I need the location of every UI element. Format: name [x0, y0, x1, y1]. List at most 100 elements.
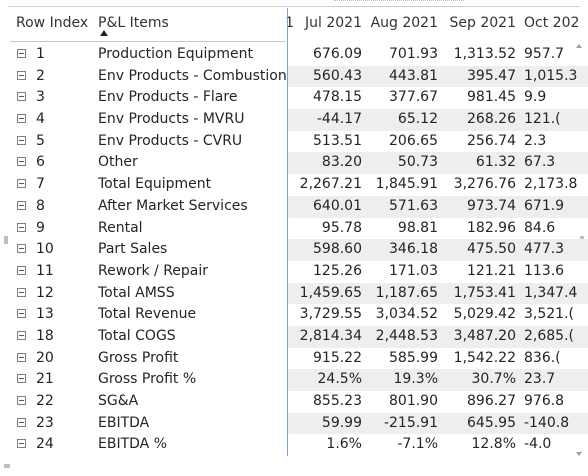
table-row[interactable]: 20 Gross Profit 915.22 585.99 1,542.22 836.(: [0, 348, 588, 370]
collapse-minus-icon[interactable]: [17, 244, 26, 254]
sort-ascending-icon[interactable]: [100, 30, 108, 36]
collapse-minus-icon[interactable]: [17, 417, 26, 427]
cell-jul-2021: 95.78: [321, 219, 362, 236]
cell-sep-2021: 645.95: [467, 414, 516, 431]
collapse-minus-icon[interactable]: [17, 114, 26, 124]
table-row[interactable]: 23 EBITDA 59.99 -215.91 645.95 -140.8: [0, 412, 588, 435]
cell-row-index: 21: [36, 371, 54, 388]
cell-row-index: 18: [36, 327, 54, 344]
cell-row-index: 2: [36, 67, 45, 84]
header-pl-items[interactable]: P&L Items: [98, 15, 169, 31]
cell-aug-2021: 346.18: [389, 241, 438, 258]
cell-aug-2021: 3,034.52: [375, 306, 438, 323]
table-row[interactable]: 6 Other 83.20 50.73 61.32 67.3: [0, 152, 588, 175]
collapse-minus-icon[interactable]: [17, 287, 26, 297]
cell-sep-2021: 12.8%: [471, 436, 516, 453]
cell-oct-2021: -4.0: [524, 436, 552, 453]
table-row[interactable]: 22 SG&A 855.23 801.90 896.27 976.8: [0, 391, 588, 413]
row-band: [288, 412, 588, 435]
header-oct-2021[interactable]: Oct 202: [524, 15, 580, 31]
cell-sep-2021: 5,029.42: [453, 306, 516, 323]
cell-aug-2021: 50.73: [397, 154, 438, 171]
cell-row-index: 11: [36, 262, 54, 279]
vertical-scrollbar[interactable]: [576, 44, 582, 456]
cell-jul-2021: 3,729.55: [299, 306, 362, 323]
cell-pl-item: Rental: [98, 219, 143, 236]
cell-oct-2021: 84.6: [524, 219, 556, 236]
header-sep-2021[interactable]: Sep 2021: [449, 15, 516, 31]
cell-jul-2021: 59.99: [321, 414, 362, 431]
cell-row-index: 13: [36, 306, 54, 323]
cell-jul-2021: 125.26: [313, 262, 362, 279]
cell-aug-2021: 1,845.91: [375, 176, 438, 193]
collapse-minus-icon[interactable]: [17, 49, 26, 58]
table-row[interactable]: 3 Env Products - Flare 478.15 377.67 981.45 9…: [0, 87, 588, 109]
collapse-minus-icon[interactable]: [17, 265, 26, 275]
table-row[interactable]: 2 Env Products - Combustion 560.43 443.81 39…: [0, 65, 588, 88]
cell-row-index: 7: [36, 176, 45, 193]
collapse-minus-icon[interactable]: [17, 179, 26, 189]
cell-aug-2021: 801.90: [389, 393, 438, 409]
table-row[interactable]: 10 Part Sales 598.60 346.18 475.50 477.3: [0, 239, 588, 261]
collapse-minus-icon[interactable]: [17, 330, 26, 340]
collapse-minus-icon[interactable]: [17, 222, 26, 232]
cell-pl-item: Total Equipment: [98, 176, 212, 193]
resize-handle-bottom-left[interactable]: [4, 464, 10, 468]
scroll-down-icon[interactable]: [576, 452, 582, 456]
collapse-minus-icon[interactable]: [17, 396, 26, 405]
resize-handle-left[interactable]: [4, 236, 8, 244]
cell-aug-2021: -215.91: [383, 414, 438, 431]
collapse-minus-icon[interactable]: [17, 157, 26, 167]
table-row[interactable]: 13 Total Revenue 3,729.55 3,034.52 5,029.42 3…: [0, 304, 588, 326]
cell-sep-2021: 256.74: [467, 132, 516, 149]
cell-oct-2021: 121.(: [524, 111, 561, 128]
cell-pl-item: After Market Services: [98, 197, 248, 214]
table-row[interactable]: 1 Production Equipment 676.09 701.93 1,313.5…: [0, 44, 588, 66]
table-row[interactable]: 4 Env Products - MVRU -44.17 65.12 268.26 121…: [0, 109, 588, 131]
cell-row-index: 12: [36, 284, 54, 301]
table-row[interactable]: 8 After Market Services 640.01 571.63 973.74…: [0, 195, 588, 218]
table-row[interactable]: 24 EBITDA % 1.6% -7.1% 12.8% -4.0: [0, 434, 588, 456]
header-previous-month-partial[interactable]: 1: [285, 15, 294, 31]
cell-oct-2021: 2.3: [524, 132, 547, 149]
cell-oct-2021: 836.(: [524, 349, 561, 366]
visual-drag-grip[interactable]: [334, 0, 464, 4]
collapse-minus-icon[interactable]: [17, 92, 26, 102]
collapse-minus-icon[interactable]: [17, 352, 26, 362]
cell-jul-2021: 560.43: [313, 67, 362, 84]
collapse-minus-icon[interactable]: [17, 439, 26, 449]
cell-aug-2021: 443.81: [389, 67, 438, 84]
cell-aug-2021: 19.3%: [393, 371, 438, 388]
collapse-minus-icon[interactable]: [17, 135, 26, 145]
header-aug-2021[interactable]: Aug 2021: [370, 15, 438, 31]
cell-sep-2021: 1,753.41: [453, 284, 516, 301]
cell-jul-2021: -44.17: [316, 111, 362, 128]
collapse-minus-icon[interactable]: [17, 309, 26, 319]
table-row[interactable]: 7 Total Equipment 2,267.21 1,845.91 3,276.76…: [0, 174, 588, 196]
scroll-up-icon[interactable]: [576, 44, 582, 48]
cell-row-index: 22: [36, 393, 54, 409]
table-row[interactable]: 9 Rental 95.78 98.81 182.96 84.6: [0, 218, 588, 240]
cell-oct-2021: 9.9: [524, 89, 547, 106]
cell-sep-2021: 61.32: [475, 154, 516, 171]
table-row[interactable]: 18 Total COGS 2,814.34 2,448.53 3,487.20 2,68…: [0, 325, 588, 348]
frozen-column-divider: [287, 8, 288, 456]
cell-oct-2021: 1,015.3: [524, 67, 578, 84]
table-row[interactable]: 11 Rework / Repair 125.26 171.03 121.21 113.6: [0, 261, 588, 283]
cell-pl-item: Gross Profit %: [98, 371, 197, 388]
collapse-minus-icon[interactable]: [17, 70, 26, 80]
header-jul-2021[interactable]: Jul 2021: [305, 15, 362, 31]
collapse-minus-icon[interactable]: [17, 374, 26, 384]
cell-oct-2021: 113.6: [524, 262, 565, 279]
collapse-minus-icon[interactable]: [17, 200, 26, 210]
row-band: [288, 282, 588, 305]
cell-aug-2021: 701.93: [389, 46, 438, 62]
table-row[interactable]: 12 Total AMSS 1,459.65 1,187.65 1,753.41 1,34…: [0, 282, 588, 305]
table-row[interactable]: 5 Env Products - CVRU 513.51 206.65 256.74 2.…: [0, 131, 588, 153]
table-body: 1 Production Equipment 676.09 701.93 1,313.5…: [0, 44, 588, 456]
cell-oct-2021: 671.9: [524, 197, 565, 214]
header-row-index[interactable]: Row Index: [16, 15, 89, 31]
cell-sep-2021: 3,276.76: [453, 176, 516, 193]
table-row[interactable]: 21 Gross Profit % 24.5% 19.3% 30.7% 23.7: [0, 369, 588, 391]
